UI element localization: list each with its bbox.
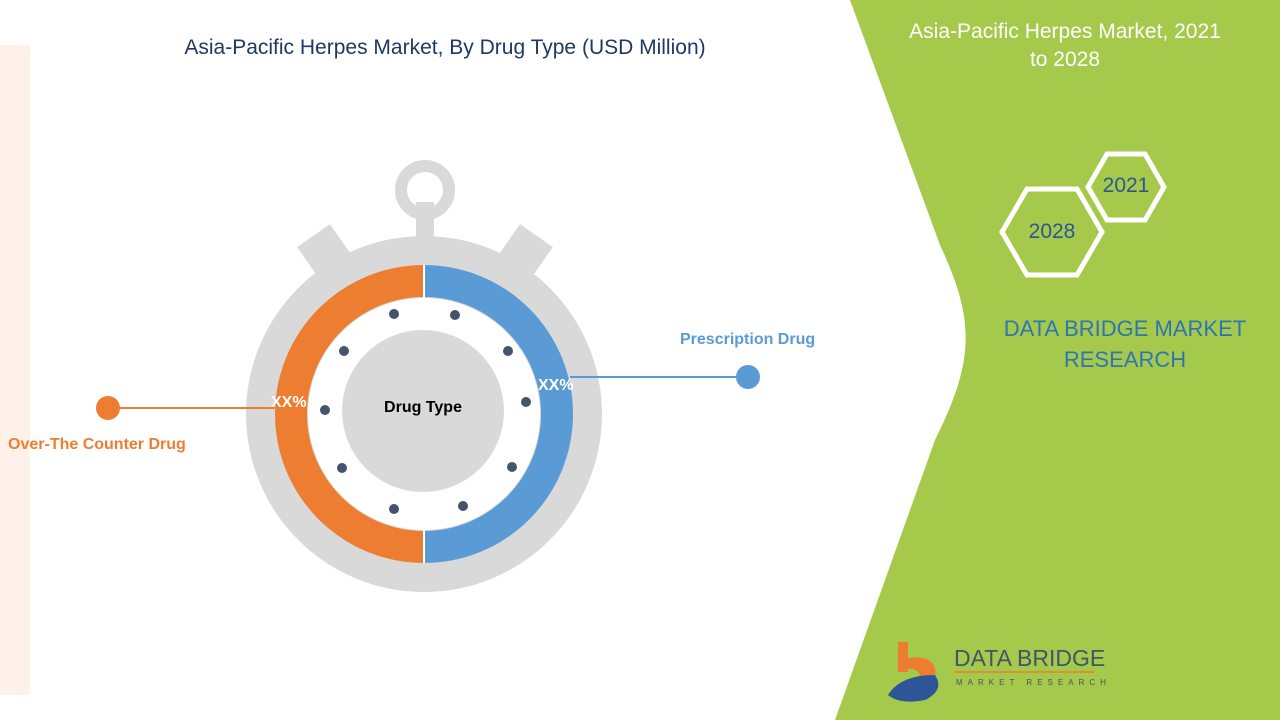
otc-label: Over-The Counter Drug — [8, 436, 186, 453]
logo-mark — [888, 642, 939, 702]
green-side-panel — [835, 0, 1280, 720]
prescription-marker — [736, 365, 760, 389]
otc-percent: XX% — [271, 394, 307, 411]
hexagon-2021 — [1085, 151, 1167, 223]
watermark-logo — [0, 45, 30, 695]
logo-name: DATA BRIDGE — [954, 645, 1106, 671]
year-2021: 2021 — [1102, 174, 1150, 197]
stopwatch — [246, 160, 602, 592]
hexagon-2028 — [999, 186, 1105, 278]
panel-title: Asia-Pacific Herpes Market, 2021 to 2028 — [909, 20, 1221, 71]
page-title: Asia-Pacific Herpes Market, By Drug Type… — [184, 36, 706, 59]
prescription-percent: XX% — [538, 377, 574, 394]
otc-marker — [96, 396, 120, 420]
prescription-label: Prescription Drug — [680, 331, 816, 348]
center-label: Drug Type — [384, 399, 462, 416]
center-circle — [342, 330, 504, 492]
logo-tagline: MARKET RESEARCH — [956, 678, 1111, 687]
panel-brand: DATA BRIDGE MARKET RESEARCH — [1003, 316, 1247, 372]
year-2028: 2028 — [1028, 220, 1076, 243]
segment-otc — [275, 265, 424, 563]
segment-prescription — [424, 265, 573, 563]
tick-dots — [320, 309, 531, 514]
